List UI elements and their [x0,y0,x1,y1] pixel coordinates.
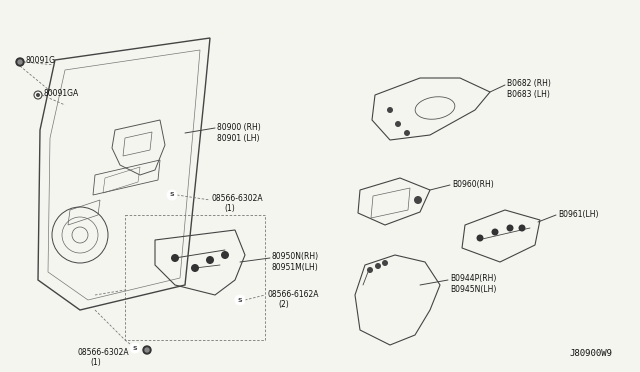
Text: 80900 (RH): 80900 (RH) [217,123,260,132]
Text: 08566-6302A: 08566-6302A [78,348,130,357]
Circle shape [367,267,373,273]
Circle shape [518,224,525,231]
Circle shape [382,260,388,266]
Text: B0945N(LH): B0945N(LH) [450,285,497,294]
Circle shape [16,58,24,66]
Text: B0683 (LH): B0683 (LH) [507,90,550,99]
Text: B0961(LH): B0961(LH) [558,210,598,219]
Text: B0682 (RH): B0682 (RH) [507,79,551,88]
Circle shape [191,264,199,272]
Circle shape [506,224,513,231]
Circle shape [477,234,483,241]
Circle shape [143,346,151,354]
Circle shape [171,254,179,262]
Text: S: S [237,298,243,302]
Text: 08566-6302A: 08566-6302A [212,194,264,203]
Circle shape [206,256,214,264]
Text: 80950N(RH): 80950N(RH) [272,252,319,261]
Circle shape [36,93,40,97]
Circle shape [492,228,499,235]
Text: J80900W9: J80900W9 [569,349,612,358]
Text: B0944P(RH): B0944P(RH) [450,274,497,283]
Text: 80951M(LH): 80951M(LH) [272,263,319,272]
Circle shape [414,196,422,204]
Circle shape [395,121,401,127]
Circle shape [18,60,22,64]
Text: 80901 (LH): 80901 (LH) [217,134,259,143]
Text: S: S [132,346,138,350]
Text: 08566-6162A: 08566-6162A [267,290,319,299]
Text: 80091G: 80091G [26,56,56,65]
Text: 80091GA: 80091GA [44,89,79,98]
Circle shape [387,107,393,113]
Text: B0960(RH): B0960(RH) [452,180,493,189]
Text: (1): (1) [90,358,100,367]
Circle shape [221,251,229,259]
Text: S: S [170,192,174,198]
Circle shape [235,295,245,305]
Circle shape [375,263,381,269]
Text: (2): (2) [278,300,289,309]
Circle shape [404,130,410,136]
Circle shape [130,343,140,353]
Text: (1): (1) [224,204,235,213]
Circle shape [167,190,177,200]
Circle shape [145,348,149,352]
